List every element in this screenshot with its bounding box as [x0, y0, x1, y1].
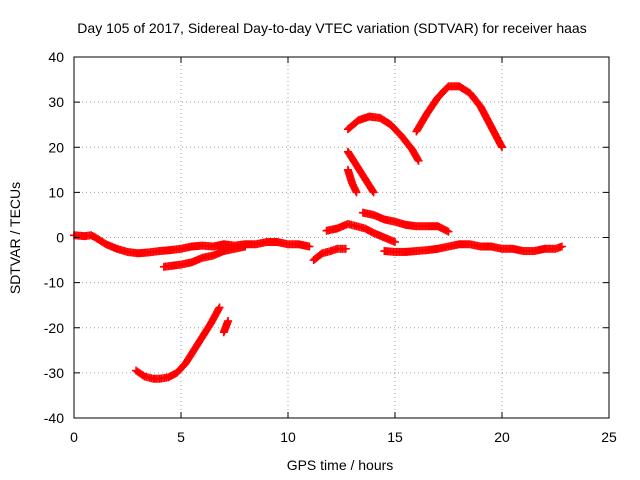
y-tick-label: 30 — [48, 94, 64, 110]
series-track-6 — [219, 316, 233, 337]
series-track-1 — [70, 231, 314, 258]
x-tick-label: 10 — [280, 429, 296, 445]
series-track-2 — [159, 242, 250, 271]
plot-frame — [73, 56, 610, 419]
x-axis-title: GPS time / hours — [287, 457, 394, 473]
grid — [74, 57, 609, 418]
y-tick-label: -10 — [44, 275, 64, 291]
series-track-11 — [358, 208, 453, 236]
y-tick-label: -20 — [44, 320, 64, 336]
series-track-5 — [132, 303, 224, 383]
x-tick-label: 20 — [494, 429, 510, 445]
series-track-8 — [343, 147, 378, 197]
x-tick-label: 0 — [70, 429, 78, 445]
y-tick-label: 40 — [48, 49, 64, 65]
series-track-10 — [412, 82, 506, 152]
series-track-7 — [343, 112, 423, 165]
series-track-12 — [380, 240, 566, 256]
x-tick-label: 5 — [177, 429, 185, 445]
y-tick-label: -40 — [44, 410, 64, 426]
y-tick-label: 10 — [48, 184, 64, 200]
series-track-9 — [343, 165, 361, 197]
series-track-3 — [309, 244, 350, 265]
chart-title: Day 105 of 2017, Sidereal Day-to-day VTE… — [77, 20, 586, 36]
x-tick-label: 25 — [601, 429, 617, 445]
y-tick-label: 20 — [48, 139, 64, 155]
series-track-4 — [322, 219, 399, 247]
y-tick-label: -30 — [44, 365, 64, 381]
x-tick-label: 15 — [387, 429, 403, 445]
plot-area — [70, 82, 566, 383]
y-axis-title: SDTVAR / TECUs — [7, 182, 23, 294]
axes: 0 5 10 15 20 25 -40 -30 -20 -10 0 10 20 30 40 — [44, 49, 617, 445]
y-tick-label: 0 — [56, 230, 64, 246]
